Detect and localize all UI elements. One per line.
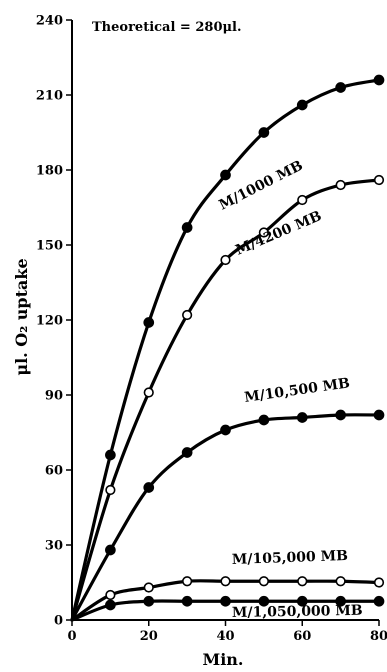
point-s4-3: [181, 595, 193, 607]
point-s4-8: [373, 595, 385, 607]
point-s2-3: [181, 447, 193, 458]
y-tick-label-120: 120: [36, 314, 63, 329]
labels-group: M/1000 MBM/4200 MB M/10,500 MB M/105,000 M…: [217, 158, 363, 621]
point-s3-6: [297, 576, 308, 587]
x-tick-label-60: 60: [293, 629, 311, 644]
point-s3-3: [182, 576, 193, 587]
point-s3-2: [143, 582, 154, 593]
point-s1-1: [105, 484, 116, 496]
point-s1-3: [182, 309, 193, 321]
point-s3-8: [373, 577, 385, 588]
point-s0-6: [296, 99, 308, 111]
point-s2-1: [105, 544, 116, 556]
point-s4-2: [143, 595, 155, 607]
x-tick-label-80: 80: [370, 629, 387, 644]
point-s0-8: [373, 74, 385, 86]
point-s1-2: [143, 387, 154, 398]
point-s0-7: [335, 82, 346, 93]
series-line-2: [70, 413, 381, 622]
point-s4-5: [258, 595, 270, 607]
point-s0-4: [220, 169, 231, 181]
x-axis-title: Min.: [203, 650, 244, 669]
y-tick-label-60: 60: [45, 464, 63, 479]
point-s1-5: [258, 227, 269, 238]
point-s2-8: [373, 409, 385, 421]
y-tick-label-0: 0: [54, 614, 63, 629]
point-s0-1: [105, 449, 116, 461]
point-s2-6: [296, 412, 308, 423]
point-s2-5: [258, 414, 270, 426]
y-axis-title: μl. O₂ uptake: [12, 258, 31, 375]
theoretical-annotation: Theoretical = 280μl.: [92, 20, 241, 35]
x-tick-label-40: 40: [216, 629, 234, 644]
point-s4-6: [296, 595, 308, 607]
point-s0-3: [181, 222, 193, 233]
y-tick-label-90: 90: [45, 389, 63, 404]
point-s4-7: [335, 595, 346, 607]
point-s1-7: [335, 179, 346, 191]
series-label-0: M/1000 MB: [217, 158, 306, 214]
y-tick-label-30: 30: [45, 539, 63, 554]
y-tick-label-240: 240: [36, 14, 63, 29]
point-s1-4: [220, 254, 231, 266]
x-tick-label-20: 20: [140, 629, 158, 644]
point-s3-4: [220, 576, 231, 587]
point-s4-4: [220, 595, 231, 607]
series-group: [70, 74, 385, 622]
series-label-3: M/105,000 MB: [232, 548, 349, 568]
point-s2-4: [220, 424, 231, 436]
y-tick-label-210: 210: [36, 89, 63, 104]
point-s0-5: [258, 127, 270, 138]
point-s3-5: [258, 576, 269, 587]
axes: 0 30 60 90 120 150 180 210 240 0 20 40 60 80: [36, 14, 387, 645]
series-label-2: M/10,500 MB: [243, 375, 351, 406]
point-s3-1: [105, 589, 116, 601]
y-tick-label-150: 150: [36, 239, 63, 254]
point-s3-7: [335, 576, 346, 587]
point-s1-8: [373, 174, 385, 186]
point-s2-2: [143, 482, 155, 493]
point-s4-1: [105, 599, 116, 611]
point-s2-7: [335, 409, 346, 421]
series-label-4: M/1,050,000 MB: [232, 603, 363, 621]
point-s0-2: [143, 317, 155, 328]
series-label-1: M/4200 MB: [233, 208, 324, 259]
point-s1-6: [297, 194, 308, 206]
y-tick-label-180: 180: [36, 164, 63, 179]
x-tick-label-0: 0: [67, 629, 76, 644]
